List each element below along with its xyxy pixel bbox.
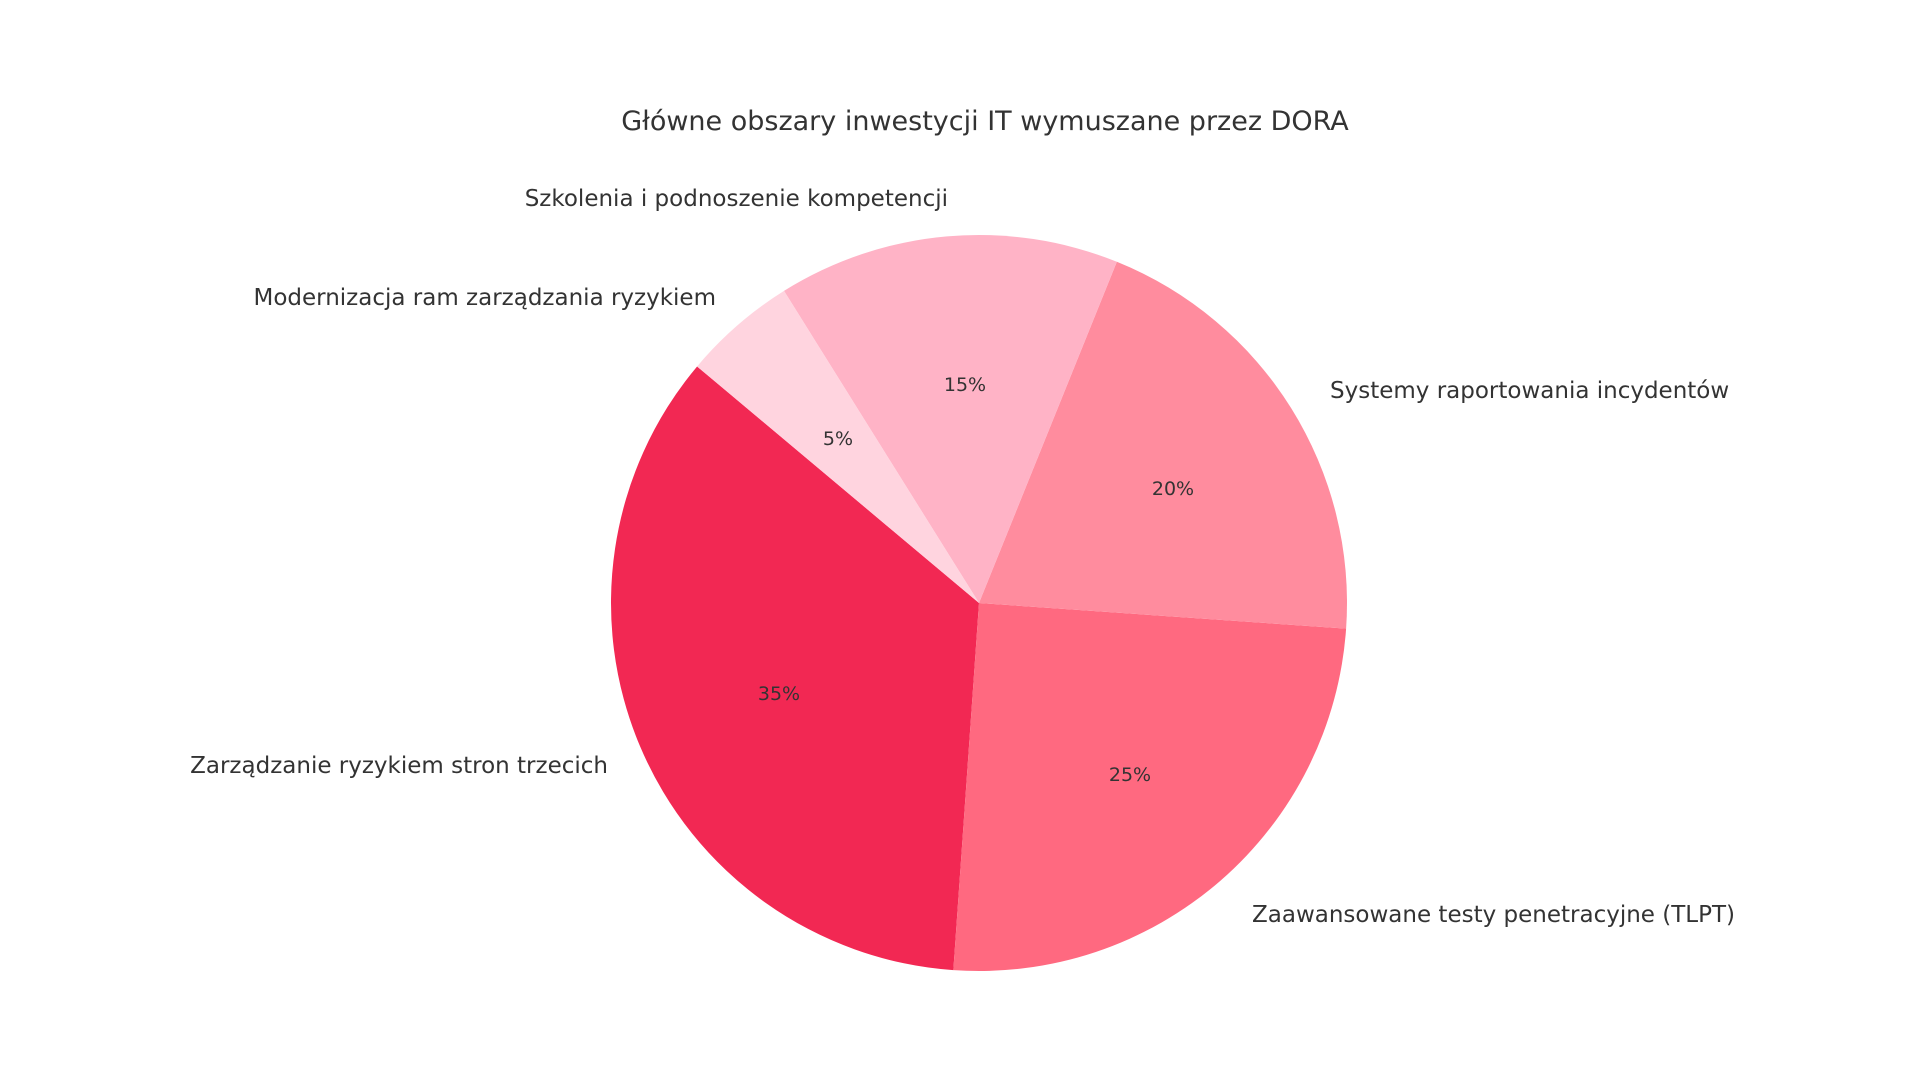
slice-label-risk-framework: Modernizacja ram zarządzania ryzykiem xyxy=(253,285,716,311)
slice-label-third-party-risk: Zarządzanie ryzykiem stron trzecich xyxy=(190,753,608,779)
slice-label-training: Szkolenia i podnoszenie kompetencji xyxy=(525,186,948,212)
slice-pct-5: 5% xyxy=(823,428,853,450)
slice-pct-35: 35% xyxy=(758,683,800,705)
pie-slice-25 xyxy=(953,603,1347,972)
slice-label-tlpt: Zaawansowane testy penetracyjne (TLPT) xyxy=(1252,902,1735,928)
pie-slice-5 xyxy=(697,290,979,603)
pie-slice-15 xyxy=(783,235,1117,603)
pie-slice-20 xyxy=(979,261,1347,629)
pie-slices xyxy=(610,235,1347,972)
slice-pct-15: 15% xyxy=(944,374,986,396)
pie-slice-35 xyxy=(610,366,979,971)
slice-label-incident-reporting: Systemy raportowania incydentów xyxy=(1330,378,1729,404)
chart-title: Główne obszary inwestycji IT wymuszane p… xyxy=(621,106,1349,137)
slice-pct-20: 20% xyxy=(1152,478,1194,500)
slice-pct-25: 25% xyxy=(1109,764,1151,786)
